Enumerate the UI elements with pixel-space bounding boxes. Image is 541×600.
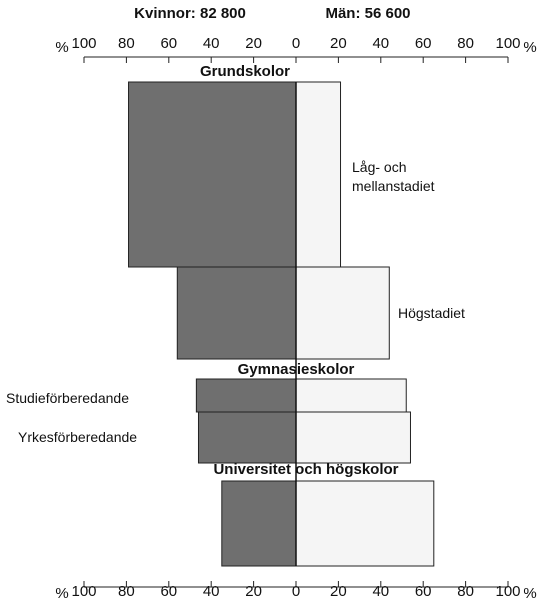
x-tick-label: 20 (245, 583, 262, 600)
bar (128, 81, 297, 268)
x-tick-label: 60 (415, 35, 432, 52)
x-tick-label: 80 (457, 35, 474, 52)
x-tick-label: 20 (330, 583, 347, 600)
category-label: Högstadiet (398, 305, 465, 321)
x-tick-label: 40 (203, 35, 220, 52)
x-tick-label: 100 (71, 35, 96, 52)
x-tick-label: 60 (160, 583, 177, 600)
axis-unit: % (523, 585, 536, 600)
category-label: Låg- och mellanstadiet (352, 159, 435, 194)
axis-unit: % (523, 39, 536, 56)
x-tick-label: 80 (457, 583, 474, 600)
bar (176, 266, 297, 360)
category-label: Yrkesförberedande (18, 429, 138, 445)
group-label: Grundskolor (200, 63, 290, 80)
x-tick-label: 0 (292, 35, 300, 52)
x-tick-label: 40 (372, 35, 389, 52)
bar (295, 378, 407, 413)
x-tick-label: 100 (495, 35, 520, 52)
x-tick-label: 80 (118, 583, 135, 600)
bar (221, 480, 297, 567)
x-tick-label: 100 (495, 583, 520, 600)
left-series-title: Kvinnor: 82 800 (134, 5, 246, 22)
x-tick-label: 60 (160, 35, 177, 52)
group-label: Universitet och högskolor (213, 461, 398, 478)
group-label: Gymnasieskolor (238, 361, 355, 378)
bar (295, 81, 342, 268)
x-tick-label: 60 (415, 583, 432, 600)
bar (295, 411, 411, 464)
x-tick-label: 40 (372, 583, 389, 600)
x-tick-label: 40 (203, 583, 220, 600)
x-tick-label: 20 (330, 35, 347, 52)
x-tick-label: 80 (118, 35, 135, 52)
axis-unit: % (55, 585, 68, 600)
category-label: Studieförberedande (6, 390, 129, 406)
right-series-title: Män: 56 600 (325, 5, 410, 22)
bar (295, 480, 435, 567)
bar (197, 411, 297, 464)
bar (195, 378, 297, 413)
x-tick-label: 100 (71, 583, 96, 600)
bar (295, 266, 390, 360)
axis-unit: % (55, 39, 68, 56)
x-tick-label: 0 (292, 583, 300, 600)
x-tick-label: 20 (245, 35, 262, 52)
